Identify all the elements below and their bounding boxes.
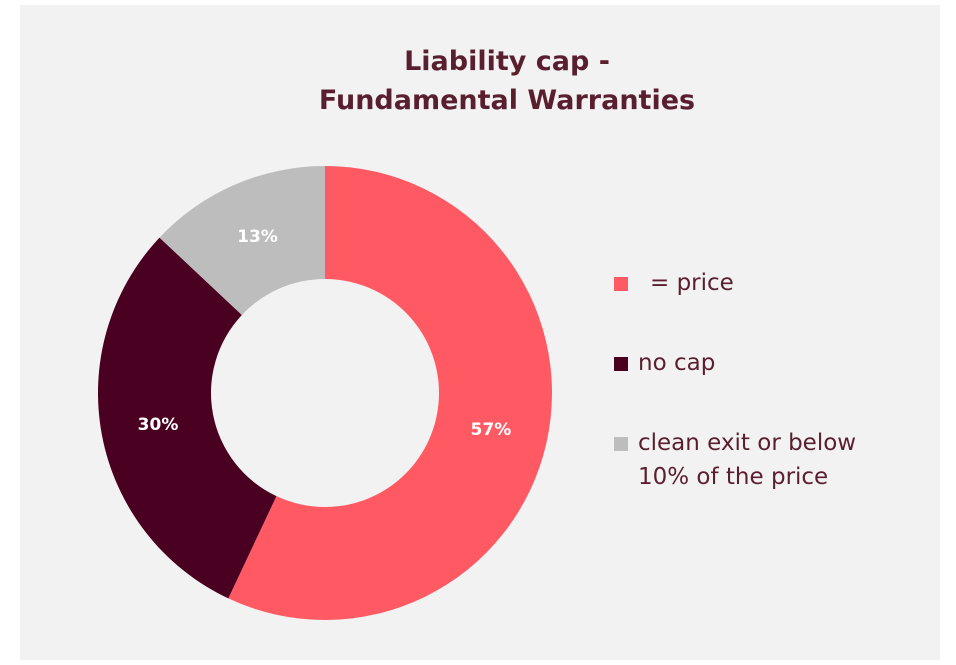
value-label: 57%	[471, 420, 512, 440]
legend-label: = price	[650, 270, 734, 296]
legend-swatch	[614, 357, 628, 371]
donut-slice	[159, 166, 325, 315]
value-label: 13%	[237, 227, 278, 247]
chart-title: Liability cap - Fundamental Warranties	[318, 46, 696, 116]
legend-swatch	[614, 437, 628, 451]
value-label: 30%	[138, 415, 179, 435]
legend-swatch	[614, 277, 628, 291]
donut-slice	[97, 237, 277, 599]
legend-item: = price	[614, 266, 914, 300]
legend-item: no cap	[614, 346, 914, 380]
legend: = price no cap clean exit or below 10% of …	[614, 266, 914, 540]
legend-label: clean exit or below 10% of the price	[638, 430, 857, 490]
donut-slice	[228, 166, 553, 620]
legend-item: clean exit or below 10% of the price	[614, 426, 914, 494]
legend-label: no cap	[638, 350, 716, 376]
